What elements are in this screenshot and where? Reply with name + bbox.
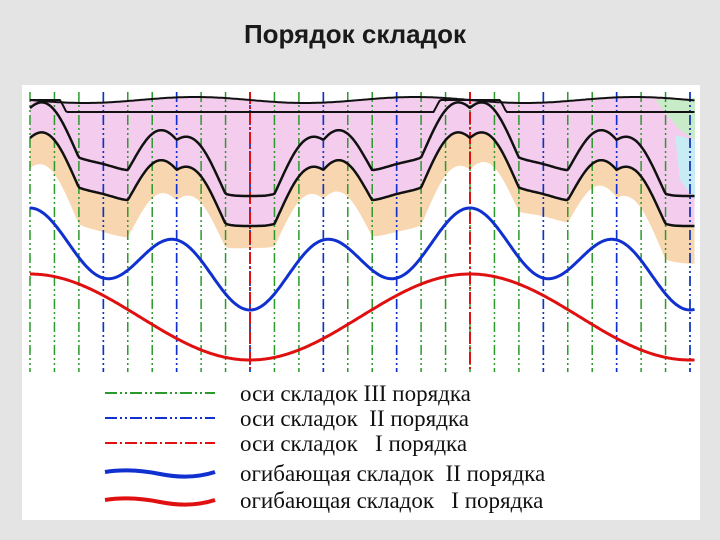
pink-fill bbox=[30, 97, 695, 226]
fold-diagram bbox=[29, 92, 695, 372]
title: Порядок складок bbox=[244, 19, 467, 49]
fold-line bbox=[29, 96, 695, 104]
legend-label: огибающая складок I порядка bbox=[240, 488, 543, 513]
fold-line bbox=[30, 99, 695, 113]
legend: оси складок III порядка оси складок II п… bbox=[104, 381, 545, 513]
legend-swatch bbox=[104, 468, 216, 479]
legend-label: оси складок II порядка bbox=[240, 406, 469, 431]
fold-line bbox=[29, 131, 695, 228]
legend-label: оси складок III порядка bbox=[240, 381, 471, 406]
legend-label: оси складок I порядка bbox=[240, 431, 467, 456]
fold-line bbox=[29, 101, 695, 198]
green-fill bbox=[655, 98, 695, 140]
envelope-i bbox=[30, 272, 695, 362]
legend-label: огибающая складок II порядка bbox=[240, 461, 545, 486]
envelope-ii bbox=[29, 206, 695, 312]
legend-swatch bbox=[104, 496, 216, 507]
